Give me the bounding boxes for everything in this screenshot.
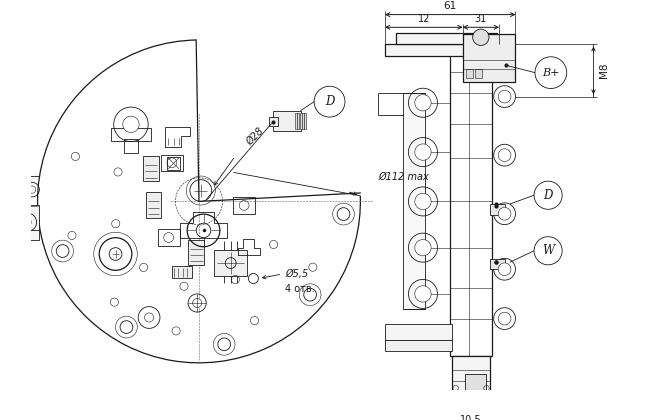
Bar bbox=[146, 192, 161, 218]
Bar bbox=[297, 113, 299, 129]
Text: Ø112 max: Ø112 max bbox=[379, 172, 429, 182]
Text: 31: 31 bbox=[475, 14, 487, 24]
Bar bbox=[233, 197, 255, 213]
Text: D: D bbox=[543, 189, 553, 202]
Bar bbox=[463, 34, 515, 82]
Circle shape bbox=[24, 219, 31, 226]
Text: Ø5,5: Ø5,5 bbox=[285, 269, 308, 279]
Circle shape bbox=[123, 116, 139, 132]
Circle shape bbox=[145, 313, 153, 322]
Bar bbox=[188, 239, 204, 265]
Text: W: W bbox=[542, 244, 554, 257]
Circle shape bbox=[415, 193, 431, 210]
Bar bbox=[476, 69, 482, 78]
Bar bbox=[304, 113, 306, 129]
Circle shape bbox=[498, 207, 511, 220]
Circle shape bbox=[415, 239, 431, 256]
Text: M8: M8 bbox=[599, 63, 609, 78]
Bar bbox=[490, 260, 505, 268]
Bar bbox=[450, 47, 492, 356]
Circle shape bbox=[535, 57, 567, 89]
Bar bbox=[157, 229, 180, 246]
Text: 10,5: 10,5 bbox=[460, 415, 482, 420]
Circle shape bbox=[314, 86, 345, 117]
Circle shape bbox=[534, 181, 562, 209]
Bar bbox=[16, 205, 40, 239]
Circle shape bbox=[415, 286, 431, 302]
Text: 4 отв.: 4 отв. bbox=[285, 284, 315, 294]
Wedge shape bbox=[193, 31, 369, 202]
Circle shape bbox=[498, 312, 511, 325]
Text: D: D bbox=[325, 95, 334, 108]
Text: B+: B+ bbox=[542, 68, 559, 78]
Bar bbox=[385, 324, 452, 340]
Circle shape bbox=[415, 94, 431, 111]
Circle shape bbox=[498, 149, 511, 162]
Bar bbox=[299, 113, 302, 129]
Bar bbox=[295, 113, 297, 129]
Bar bbox=[403, 94, 425, 310]
Bar bbox=[168, 157, 180, 170]
Bar bbox=[161, 155, 183, 171]
Bar bbox=[490, 204, 505, 215]
Circle shape bbox=[28, 186, 36, 193]
Text: 61: 61 bbox=[444, 1, 457, 11]
Bar bbox=[452, 356, 490, 394]
Bar bbox=[448, 392, 494, 404]
Bar bbox=[396, 33, 497, 44]
Bar bbox=[214, 250, 247, 276]
Bar bbox=[385, 340, 452, 351]
Circle shape bbox=[192, 299, 202, 307]
Bar bbox=[302, 113, 304, 129]
Bar bbox=[172, 266, 192, 278]
Circle shape bbox=[498, 263, 511, 276]
Bar bbox=[124, 139, 138, 153]
Bar bbox=[385, 44, 501, 56]
Text: Ø28: Ø28 bbox=[245, 126, 265, 147]
Bar bbox=[269, 117, 278, 126]
Circle shape bbox=[415, 144, 431, 160]
Circle shape bbox=[498, 90, 511, 103]
Text: 12: 12 bbox=[417, 14, 430, 24]
Circle shape bbox=[109, 248, 122, 260]
Bar bbox=[465, 374, 486, 390]
Bar bbox=[143, 156, 159, 181]
Circle shape bbox=[472, 29, 489, 45]
Bar bbox=[111, 128, 151, 141]
Bar bbox=[466, 69, 472, 78]
Circle shape bbox=[534, 237, 562, 265]
Bar bbox=[273, 111, 301, 131]
